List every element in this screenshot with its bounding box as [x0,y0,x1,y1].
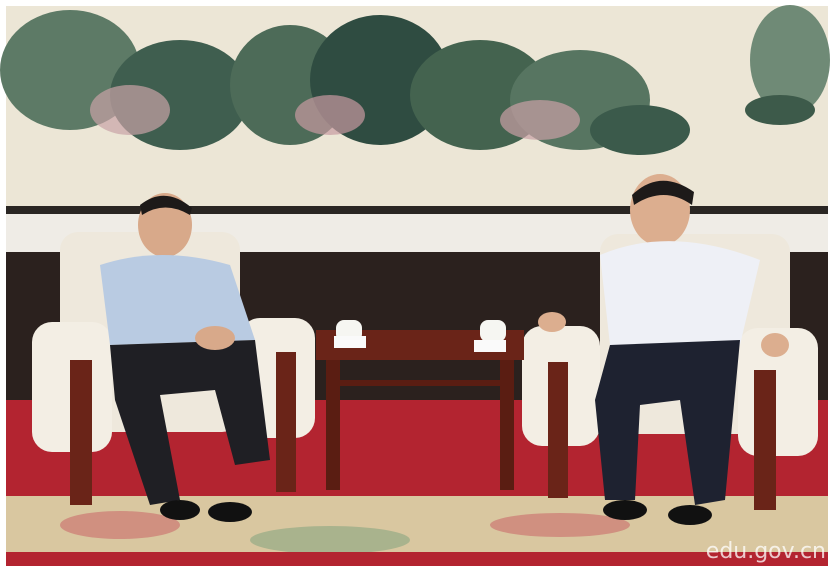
person-right [538,174,789,525]
painted-trees [0,5,830,155]
watermark: edu.gov.cn [706,539,826,564]
painting-frame [6,206,828,214]
person-left [100,193,270,522]
rug-pattern [6,511,828,566]
side-table [316,320,524,490]
